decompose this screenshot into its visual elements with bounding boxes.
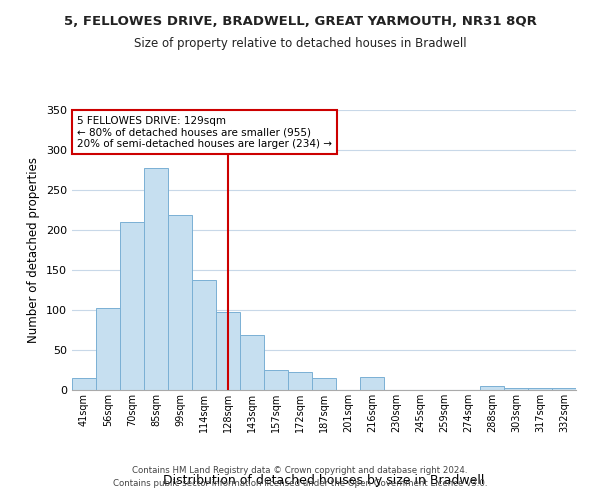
Text: 5, FELLOWES DRIVE, BRADWELL, GREAT YARMOUTH, NR31 8QR: 5, FELLOWES DRIVE, BRADWELL, GREAT YARMO…	[64, 15, 536, 28]
Bar	[240, 335, 264, 390]
Bar	[216, 312, 240, 390]
Bar	[552, 388, 576, 390]
Bar	[72, 378, 96, 390]
Bar	[120, 222, 144, 390]
Bar	[360, 377, 384, 390]
Bar	[288, 372, 312, 390]
Bar	[96, 308, 120, 390]
Text: Contains HM Land Registry data © Crown copyright and database right 2024.
Contai: Contains HM Land Registry data © Crown c…	[113, 466, 487, 487]
Bar	[264, 370, 288, 390]
Bar	[192, 280, 216, 390]
X-axis label: Distribution of detached houses by size in Bradwell: Distribution of detached houses by size …	[163, 474, 485, 487]
Bar	[528, 388, 552, 390]
Bar	[168, 215, 192, 390]
Y-axis label: Number of detached properties: Number of detached properties	[28, 157, 40, 343]
Text: Size of property relative to detached houses in Bradwell: Size of property relative to detached ho…	[134, 38, 466, 51]
Bar	[504, 388, 528, 390]
Bar	[144, 168, 168, 390]
Bar	[480, 386, 504, 390]
Bar	[312, 378, 336, 390]
Text: 5 FELLOWES DRIVE: 129sqm
← 80% of detached houses are smaller (955)
20% of semi-: 5 FELLOWES DRIVE: 129sqm ← 80% of detach…	[77, 116, 332, 149]
